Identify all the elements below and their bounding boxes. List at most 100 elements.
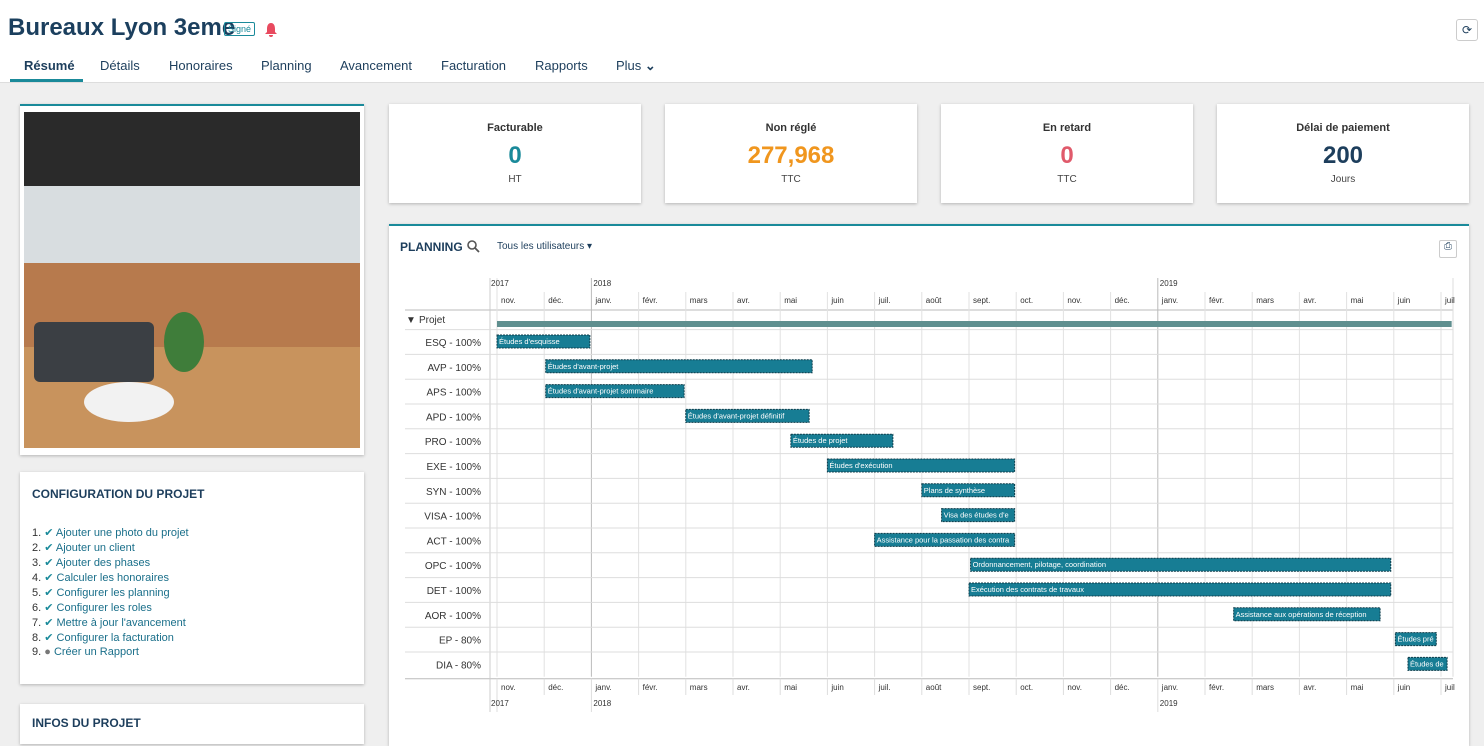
nav-tab[interactable]: Avancement (340, 58, 413, 73)
kpi-card: En retard 0 TTC (941, 104, 1193, 203)
config-item[interactable]: 7. ✔ Mettre à jour l'avancement (32, 616, 186, 629)
item-index: 8. (32, 632, 45, 644)
item-index: 5. (32, 587, 45, 599)
task-name: Plans de synthèse (924, 486, 985, 495)
month-label: mai (784, 683, 797, 692)
item-index: 2. (32, 542, 45, 554)
group-bar (497, 321, 1452, 327)
bell-icon[interactable] (263, 22, 279, 38)
month-label: juin (830, 683, 843, 692)
task-bar (968, 582, 1392, 597)
month-label: déc. (1115, 683, 1130, 692)
month-label: janv. (1161, 683, 1178, 692)
kpi-label: En retard (1042, 122, 1092, 134)
search-icon[interactable] (467, 240, 480, 253)
item-index: 3. (32, 557, 45, 569)
task-label: ACT - 100% (427, 536, 481, 547)
item-text: Configurer la facturation (56, 632, 174, 644)
nav-tab[interactable]: Détails (100, 58, 140, 73)
kpi-unit: Jours (1330, 174, 1356, 185)
month-label: juil (1444, 296, 1455, 305)
config-item[interactable]: 1. ✔ Ajouter une photo du projet (32, 526, 189, 539)
month-label: mars (690, 296, 708, 305)
kpi-card: Facturable 0 HT (389, 104, 641, 203)
month-label: déc. (548, 683, 563, 692)
task-bar (1394, 632, 1437, 647)
task-bar (826, 458, 1016, 473)
planning-title: PLANNING (400, 240, 463, 254)
kpi-label: Délai de paiement (1296, 122, 1390, 134)
month-label: août (926, 683, 942, 692)
task-label: EXE - 100% (427, 462, 482, 473)
config-item[interactable]: 3. ✔ Ajouter des phases (32, 556, 150, 569)
pending-dot: ● (44, 646, 54, 658)
active-tab-underline (10, 79, 83, 82)
task-name: Ordonnancement, pilotage, coordination (973, 560, 1106, 569)
sofa (34, 322, 154, 382)
task-label: AOR - 100% (425, 611, 481, 622)
config-item[interactable]: 6. ✔ Configurer les roles (32, 601, 152, 614)
item-index: 4. (32, 572, 45, 584)
item-text: Ajouter des phases (55, 557, 151, 569)
task-name: Études d'avant-projet (548, 362, 620, 371)
gantt: nov. nov. 2017 2017 déc. déc. janv. janv. 2018 20… (405, 278, 1455, 712)
group-label: Projet (419, 315, 445, 326)
task-label: OPC - 100% (425, 561, 481, 572)
refresh-button[interactable]: ⟳ (1456, 19, 1478, 41)
user-filter[interactable]: Tous les utilisateurs ▾ (497, 241, 593, 252)
item-text: Calculer les honoraires (56, 572, 170, 584)
month-label: juil. (878, 296, 891, 305)
check-icon: ✔ (44, 632, 57, 644)
month-label: déc. (548, 296, 563, 305)
month-label: avr. (737, 683, 750, 692)
header (0, 0, 1484, 83)
print-button[interactable]: ⎙ (1439, 240, 1457, 258)
month-label: oct. (1020, 683, 1033, 692)
month-label: juin (1397, 683, 1410, 692)
nav-tab[interactable]: Rapports (535, 58, 588, 73)
month-label: janv. (594, 683, 611, 692)
config-item[interactable]: 9. ● Créer un Rapport (32, 646, 139, 658)
nav-tab[interactable]: Honoraires (169, 58, 233, 73)
config-item[interactable]: 2. ✔ Ajouter un client (32, 541, 135, 554)
month-label: mai (1351, 683, 1364, 692)
nav-tab[interactable]: Plus ⌄ (616, 58, 656, 73)
month-label: mai (1351, 296, 1364, 305)
check-icon: ✔ (44, 557, 56, 569)
year-label: 2018 (593, 279, 611, 288)
year-label: 2018 (593, 699, 611, 708)
kpi-card: Non réglé 277,968 TTC (665, 104, 917, 203)
year-label: 2019 (1160, 699, 1178, 708)
table (84, 382, 174, 422)
check-icon: ✔ (44, 572, 57, 584)
nav-tab[interactable]: Planning (261, 58, 312, 73)
config-item[interactable]: 5. ✔ Configurer les planning (32, 586, 170, 599)
project-photo[interactable] (24, 112, 360, 448)
task-bar (1407, 656, 1448, 671)
kpi-value: 200 (1322, 142, 1364, 169)
group-toggle: ▼ (406, 315, 416, 326)
task-label: SYN - 100% (426, 487, 481, 498)
task-name: Exécution des contrats de travaux (971, 585, 1084, 594)
task-bar (685, 408, 810, 423)
task-label: APD - 100% (426, 412, 481, 423)
month-label: oct. (1020, 296, 1033, 305)
month-label: sept. (973, 683, 990, 692)
kpi-value: 0 (1060, 142, 1074, 169)
item-text: Mettre à jour l'avancement (56, 617, 186, 629)
month-label: juil. (878, 683, 891, 692)
config-item[interactable]: 4. ✔ Calculer les honoraires (32, 571, 169, 584)
config-item[interactable]: 8. ✔ Configurer la facturation (32, 631, 174, 644)
task-name: Études de projet (793, 436, 849, 445)
task-name: Études de (1410, 659, 1444, 668)
check-icon: ✔ (44, 617, 57, 629)
check-icon: ✔ (44, 542, 56, 554)
month-label: mai (784, 296, 797, 305)
nav-tab[interactable]: Résumé (24, 58, 75, 73)
check-icon: ✔ (44, 587, 57, 599)
month-label: avr. (1303, 296, 1316, 305)
task-label: APS - 100% (427, 388, 482, 399)
item-index: 6. (32, 602, 45, 614)
nav-tab[interactable]: Facturation (441, 58, 507, 73)
kpi-label: Non réglé (765, 122, 817, 134)
